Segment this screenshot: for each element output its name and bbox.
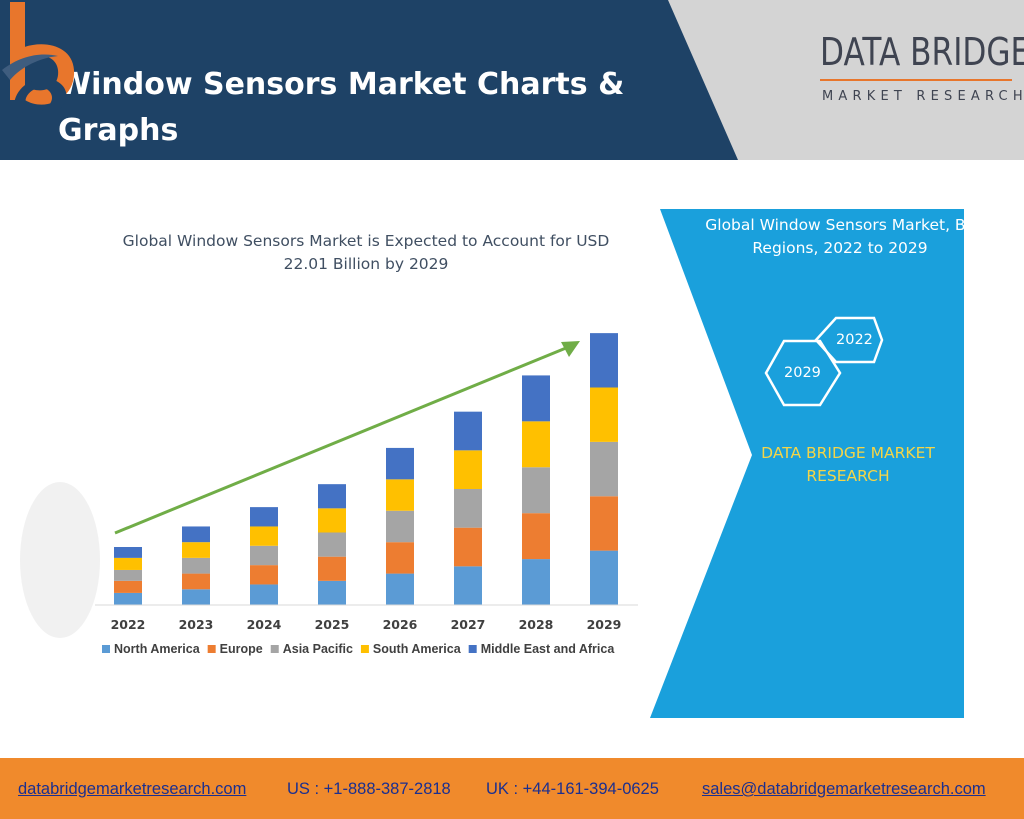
legend-swatch (468, 645, 477, 653)
legend-label: Middle East and Africa (481, 642, 616, 656)
bar-2024-middle-east-and-africa (250, 507, 278, 527)
x-tick-label: 2027 (451, 617, 486, 632)
x-tick-label: 2029 (587, 617, 622, 632)
bar-2023-middle-east-and-africa (182, 526, 210, 543)
x-tick-label: 2025 (315, 617, 350, 632)
x-tick-label: 2028 (519, 617, 554, 632)
legend-swatch (270, 645, 279, 653)
legend-label: North America (114, 642, 201, 656)
bar-2029-asia-pacific (590, 441, 618, 497)
x-tick-label: 2026 (383, 617, 418, 632)
bar-2028-south-america (522, 421, 550, 468)
bar-2029-north-america (590, 550, 618, 605)
header-banner: Window Sensors Market Charts & Graphs DA… (0, 0, 1024, 160)
bar-2028-europe (522, 513, 550, 560)
bar-2023-south-america (182, 542, 210, 558)
bar-2027-middle-east-and-africa (454, 411, 482, 451)
bar-2022-europe (114, 580, 142, 593)
bar-2024-asia-pacific (250, 545, 278, 566)
bar-2025-north-america (318, 580, 346, 605)
chart-title: Global Window Sensors Market is Expected… (122, 232, 610, 273)
bar-2025-asia-pacific (318, 532, 346, 557)
x-tick-label: 2023 (179, 617, 214, 632)
brand-subtitle: MARKET RESEARCH (822, 89, 1024, 104)
legend-swatch (102, 645, 110, 653)
bar-2028-middle-east-and-africa (522, 375, 550, 422)
uk-phone: UK : +44-161-394-0625 (486, 780, 659, 798)
bar-2029-europe (590, 496, 618, 551)
bar-2026-asia-pacific (386, 510, 414, 543)
hex-label-start: 2022 (836, 332, 873, 348)
legend-label: Asia Pacific (283, 642, 353, 656)
bar-2028-north-america (522, 559, 550, 605)
bar-2024-europe (250, 565, 278, 585)
legend-swatch (207, 645, 216, 653)
bar-2023-asia-pacific (182, 557, 210, 574)
website-link[interactable]: databridgemarketresearch.com (18, 780, 247, 798)
brand-divider (820, 79, 1012, 81)
bar-2022-north-america (114, 592, 142, 605)
trend-arrow (114, 341, 580, 535)
bar-2029-south-america (590, 387, 618, 442)
trend-line (114, 346, 567, 535)
stacked-bar-chart: 2022 2023 2024 2025 2026 2027 2028 2029 North A… (20, 333, 638, 656)
bar-2024-south-america (250, 526, 278, 546)
bar-2028-asia-pacific (522, 467, 550, 514)
bar-2026-south-america (386, 479, 414, 511)
bar-2022-middle-east-and-africa (114, 547, 142, 558)
legend: North America Europe Asia Pacific South Ame… (102, 642, 615, 656)
email-link[interactable]: sales@databridgemarketresearch.com (702, 780, 986, 798)
legend-label: Europe (220, 642, 263, 656)
bar-2027-asia-pacific (454, 489, 482, 528)
x-tick-label: 2024 (247, 617, 282, 632)
bar-2023-north-america (182, 589, 210, 605)
brand-name: DATA BRIDGE (820, 30, 1024, 74)
decorative-shape (20, 482, 100, 638)
bar-2027-south-america (454, 450, 482, 489)
bar-2023-europe (182, 573, 210, 590)
bar-2025-south-america (318, 508, 346, 533)
bar-2022-south-america (114, 557, 142, 570)
hex-label-end: 2029 (784, 365, 821, 381)
legend-label: South America (373, 642, 462, 656)
bar-2026-middle-east-and-africa (386, 447, 414, 480)
panel-title: Global Window Sensors Market, By Regions… (705, 216, 975, 257)
bar-2025-middle-east-and-africa (318, 484, 346, 509)
bars-group (114, 333, 618, 605)
page-title: Window Sensors Market Charts & Graphs (58, 67, 625, 148)
bar-2022-asia-pacific (114, 569, 142, 581)
us-phone: US : +1-888-387-2818 (287, 780, 451, 798)
bar-2024-north-america (250, 584, 278, 605)
x-tick-label: 2022 (111, 617, 146, 632)
bar-2027-north-america (454, 566, 482, 605)
legend-swatch (360, 645, 369, 653)
bar-2029-middle-east-and-africa (590, 333, 618, 388)
trend-arrowhead (561, 341, 580, 357)
x-tick-labels: 2022 2023 2024 2025 2026 2027 2028 2029 (111, 617, 622, 632)
bar-2026-europe (386, 542, 414, 574)
data-bridge-logo-icon (2, 2, 75, 118)
bar-2025-europe (318, 556, 346, 581)
panel-brand: DATA BRIDGE MARKET RESEARCH (761, 444, 935, 485)
bar-2026-north-america (386, 573, 414, 605)
footer-bar: databridgemarketresearch.com US : +1-888… (0, 758, 1024, 819)
bar-2027-europe (454, 527, 482, 567)
